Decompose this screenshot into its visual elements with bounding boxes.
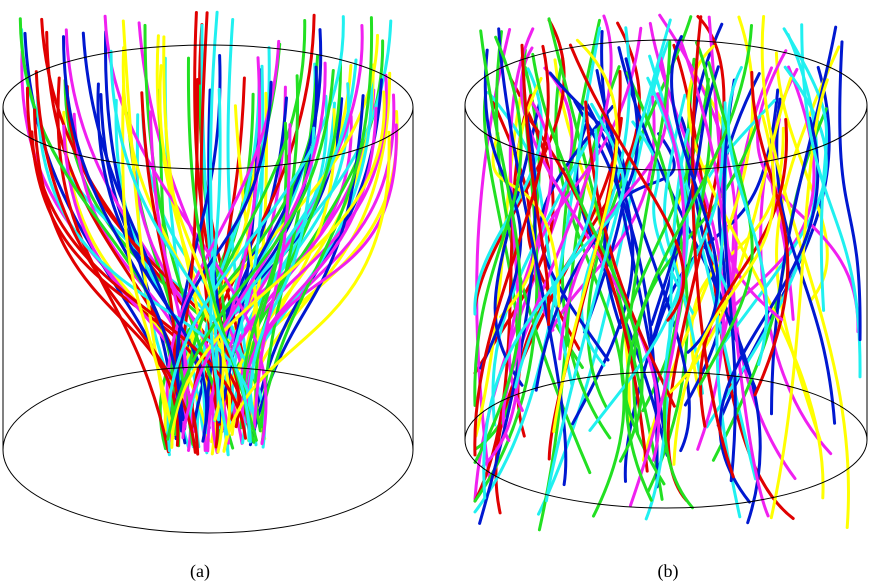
streamline (628, 40, 672, 319)
streamline (182, 61, 327, 433)
streamline (560, 18, 612, 440)
streamline (691, 15, 735, 479)
streamline (548, 95, 656, 335)
streamline (33, 108, 180, 447)
streamline (170, 90, 386, 449)
streamline (247, 126, 316, 443)
streamline (209, 87, 229, 436)
streamline (531, 52, 644, 463)
streamline (62, 35, 185, 422)
streamline (62, 124, 193, 452)
streamline (750, 70, 790, 397)
streamline (473, 35, 523, 407)
streamline (624, 24, 753, 502)
streamline (259, 16, 374, 422)
streamline (520, 43, 551, 326)
streamline (166, 15, 345, 453)
streamline (650, 65, 720, 327)
streamline (698, 118, 789, 428)
streamline (175, 80, 273, 420)
streamline (760, 15, 850, 529)
streamline (34, 70, 197, 454)
streamline (240, 106, 378, 430)
streamline (524, 112, 649, 473)
streamline (687, 44, 825, 500)
cylinder-b (464, 13, 868, 532)
streamline (595, 69, 691, 453)
streamline (584, 100, 676, 408)
streamline (254, 61, 343, 433)
streamline (670, 35, 720, 354)
streamline (568, 43, 686, 322)
streamline (722, 78, 737, 483)
streamline (218, 68, 262, 418)
streamline (800, 23, 862, 379)
streamline (166, 69, 335, 441)
streamline (482, 128, 599, 500)
streamline (838, 40, 862, 342)
streamline (770, 25, 838, 416)
streamline (473, 18, 566, 310)
panel-label: (a) (190, 561, 210, 582)
streamline (25, 86, 247, 440)
streamline (718, 116, 820, 504)
streamline (206, 56, 262, 453)
streamline (497, 27, 568, 487)
streamline (209, 10, 220, 422)
panel-label: (b) (658, 561, 679, 582)
streamline (663, 93, 704, 395)
cylinder-a (2, 10, 414, 534)
streamline (552, 38, 619, 434)
streamline (726, 66, 769, 366)
streamline (519, 46, 661, 462)
streamline (544, 18, 672, 503)
streamline (478, 111, 537, 525)
streamline (473, 67, 543, 316)
streamlines-a (18, 10, 399, 457)
streamline (207, 88, 223, 424)
streamline (158, 64, 225, 421)
streamline (769, 78, 829, 520)
streamline (558, 56, 669, 361)
streamline (193, 11, 234, 422)
streamline (501, 14, 613, 442)
streamline (109, 49, 252, 444)
streamline (222, 130, 391, 453)
streamlines-b (473, 13, 862, 532)
streamline (252, 123, 292, 430)
streamline (18, 17, 175, 420)
streamline (672, 114, 776, 466)
streamline (782, 27, 829, 312)
